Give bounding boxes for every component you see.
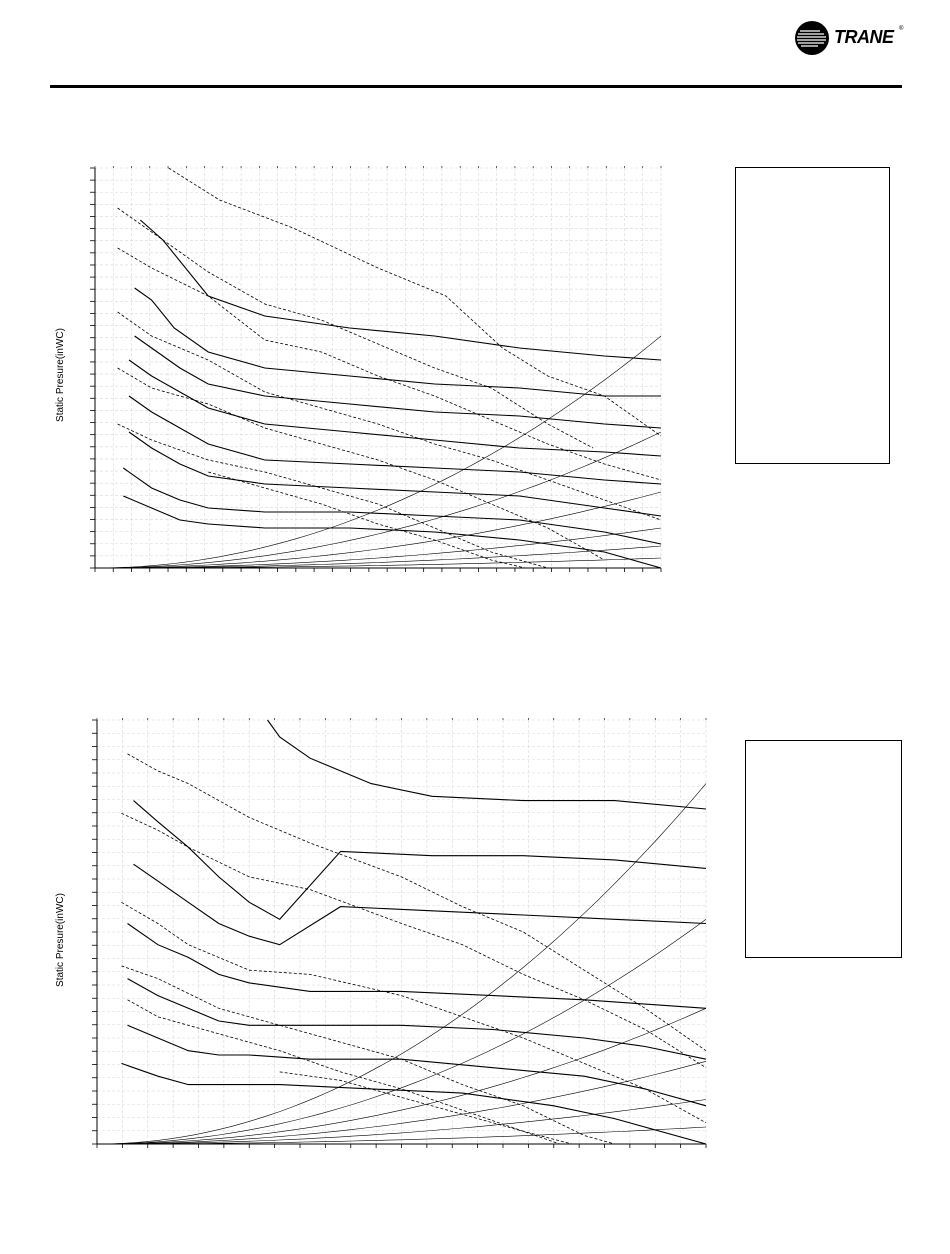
chart-1-system-curve-17 xyxy=(95,491,662,569)
chart-1-dashed-curve-10 xyxy=(117,247,662,481)
chart-1-dashed-curve-12 xyxy=(117,367,605,561)
chart-2-system-curve-16 xyxy=(97,1061,707,1145)
chart-2-dashed-curve-12 xyxy=(279,1071,573,1145)
chart-1-system-curve-15 xyxy=(94,335,662,569)
chart-2-solid-curve-0 xyxy=(267,719,707,810)
trane-globe-icon xyxy=(795,21,829,55)
header-rule xyxy=(50,85,902,88)
chart-1-legend xyxy=(735,167,890,464)
chart-1-dashed-curve-13 xyxy=(117,423,548,569)
chart-1-dashed-curve-8 xyxy=(168,167,662,437)
chart-1-system-curve-16 xyxy=(94,431,662,569)
chart-1-dashed-curve-9 xyxy=(117,207,594,449)
chart-1-solid-curve-2 xyxy=(134,335,662,429)
chart-2-system-curve-17 xyxy=(97,1099,707,1145)
chart-1-solid-curve-5 xyxy=(128,431,662,517)
chart-1-system-curve-20 xyxy=(95,557,662,569)
chart-2-system-curve-14 xyxy=(96,919,707,1145)
chart-1-solid-curve-4 xyxy=(128,395,662,485)
chart-1-system-curve-19 xyxy=(95,545,662,569)
chart-2-series xyxy=(96,719,707,1145)
chart-2-system-curve-13 xyxy=(96,783,707,1145)
chart-1-dashed-curve-14 xyxy=(208,471,526,569)
chart-2-y-axis-label: Static Presure(inWC) xyxy=(55,893,66,987)
fan-curve-chart-1: Static Presure(inWC) xyxy=(55,166,662,572)
trane-logo: TRANE ® xyxy=(794,20,914,56)
chart-2-solid-curve-1 xyxy=(133,800,707,920)
chart-1-solid-curve-7 xyxy=(123,495,662,569)
chart-2-system-curve-18 xyxy=(97,1126,707,1145)
chart-2-system-curve-15 xyxy=(96,1008,707,1145)
chart-1-solid-curve-3 xyxy=(128,359,662,457)
trane-wordmark: TRANE xyxy=(834,27,894,47)
chart-2-dashed-curve-7 xyxy=(127,753,707,1052)
chart-2-axes xyxy=(92,718,707,1148)
chart-2-grid xyxy=(96,719,707,1145)
chart-2-solid-curve-2 xyxy=(133,863,707,946)
chart-2-legend xyxy=(745,740,902,958)
chart-1-y-axis-label: Static Presure(inWC) xyxy=(55,328,66,422)
chart-2-solid-curve-5 xyxy=(127,1024,707,1107)
chart-1-series xyxy=(94,167,662,569)
chart-1-solid-curve-0 xyxy=(139,219,662,361)
chart-1-system-curve-18 xyxy=(95,527,662,569)
chart-2-dashed-curve-10 xyxy=(121,965,615,1145)
chart-1-dashed-curve-11 xyxy=(117,311,662,521)
chart-1-solid-curve-1 xyxy=(134,287,661,397)
registered-mark: ® xyxy=(899,26,904,32)
chart-2-solid-curve-3 xyxy=(127,923,707,1009)
chart-2-solid-curve-4 xyxy=(127,978,707,1060)
chart-2-dashed-curve-8 xyxy=(121,812,707,1069)
chart-2-dashed-curve-9 xyxy=(121,901,707,1124)
chart-1-solid-curve-6 xyxy=(122,467,662,545)
fan-curve-chart-2: Static Presure(inWC) xyxy=(55,718,707,1148)
chart-2-solid-curve-6 xyxy=(121,1062,707,1145)
